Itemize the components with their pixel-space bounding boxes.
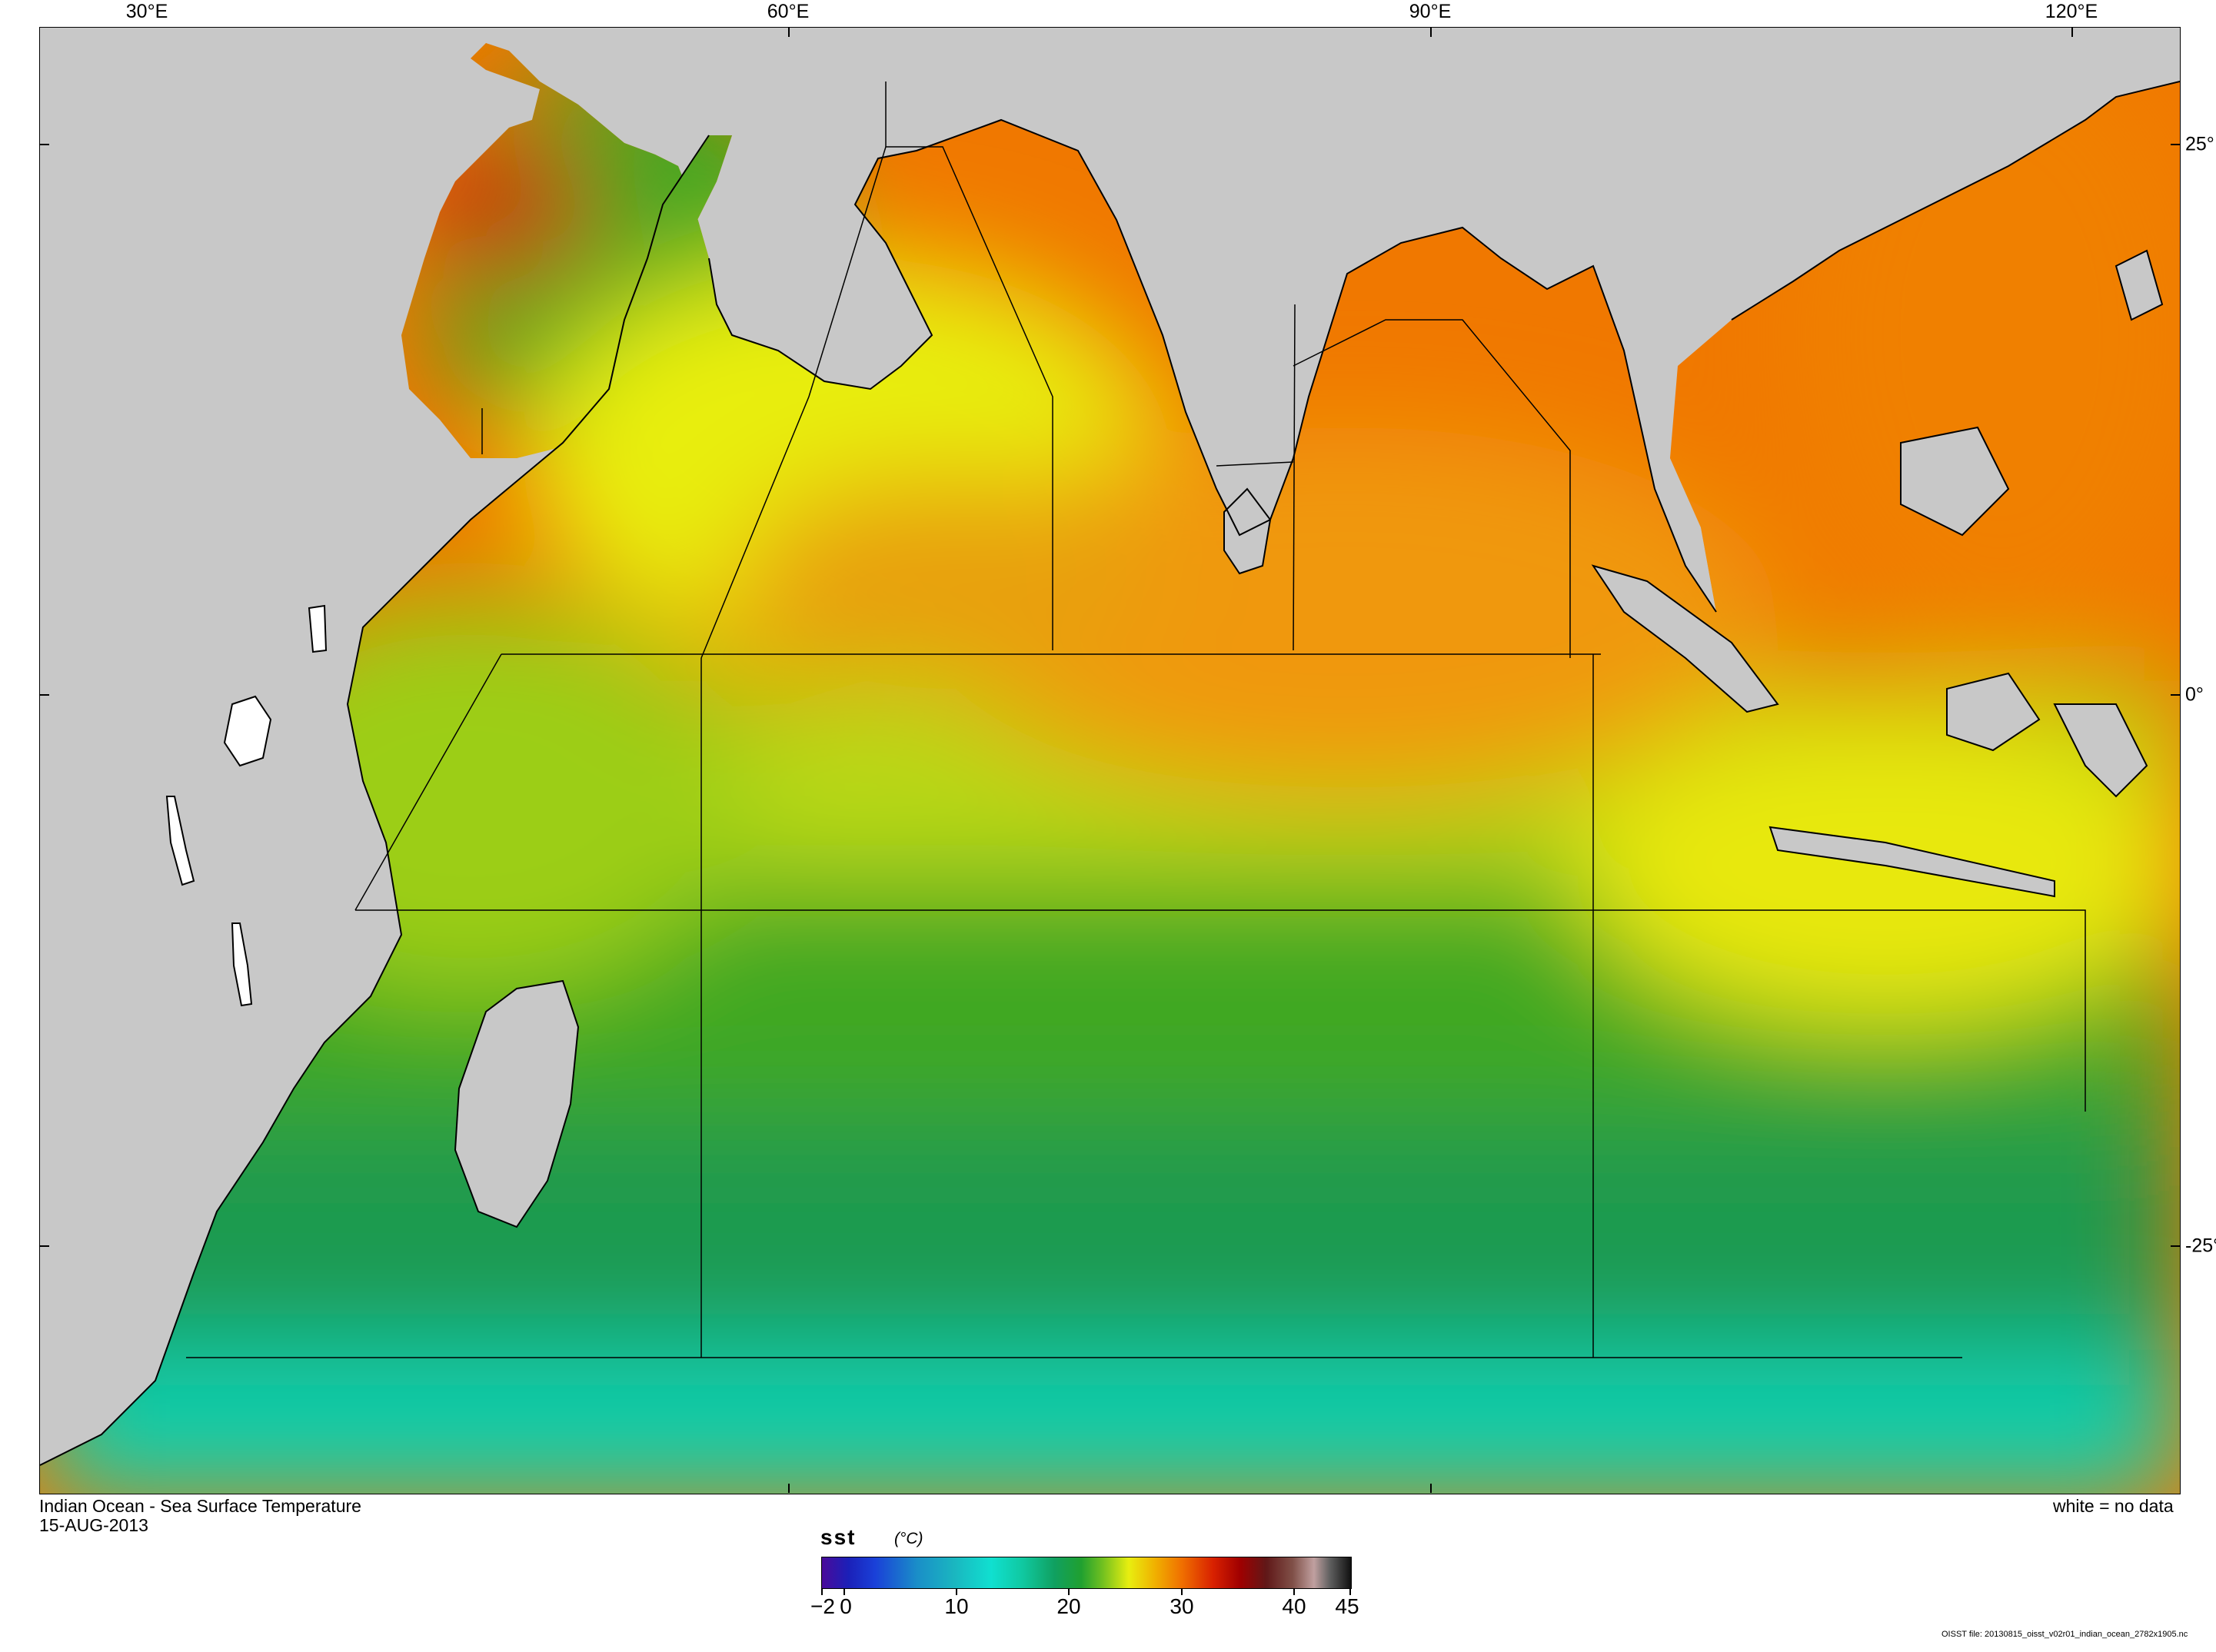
colorbar-label-40: 40 [1282,1594,1306,1618]
tick-mark-left-25s [40,1245,49,1247]
tick-mark-top-120e [2071,28,2073,37]
tick-mark-left-25n [40,144,49,145]
tick-mark-left-0 [40,694,49,696]
tick-mark-bottom-60e [788,1484,790,1493]
colorbar-label-45: 45 [1335,1594,1359,1618]
map-date: 15-AUG-2013 [39,1515,148,1535]
colorbar-tick [1068,1589,1070,1595]
colorbar-tick [1349,1589,1351,1595]
colorbar-label-neg2: −2 [810,1594,835,1618]
colorbar-label-10: 10 [944,1594,969,1618]
tick-mark-right-0 [2171,694,2180,696]
colorbar-tick [956,1589,957,1595]
colorbar-variable: sst [820,1525,857,1549]
latitude-label-25s: -25° [2185,1235,2216,1257]
map-title: Indian Ocean - Sea Surface Temperature [39,1496,361,1516]
colorbar-tick [821,1589,823,1595]
colorbar-label-0: 0 [840,1594,852,1618]
sst-map [39,27,2181,1494]
colorbar-tick [1293,1589,1295,1595]
colorbar-tick [843,1589,845,1595]
colorbar-label-30: 30 [1170,1594,1194,1618]
tick-mark-right-25n [2171,144,2180,145]
longitude-label-90e: 90°E [1409,1,1452,22]
longitude-label-30e: 30°E [125,1,168,22]
file-note: OISST file: 20130815_oisst_v02r01_indian… [1941,1630,2188,1639]
latitude-label-25n: 25° [2185,133,2214,155]
tick-mark-right-25s [2171,1245,2180,1247]
colorbar-unit: (°C) [894,1530,923,1547]
longitude-label-120e: 120°E [2045,1,2098,22]
tick-mark-top-60e [788,28,790,37]
tick-mark-top-90e [1430,28,1432,37]
no-data-note: white = no data [2053,1496,2174,1516]
tick-mark-bottom-90e [1430,1484,1432,1493]
longitude-label-60e: 60°E [767,1,810,22]
latitude-label-0: 0° [2185,683,2204,706]
colorbar-tick [1181,1589,1183,1595]
colorbar-label-20: 20 [1056,1594,1081,1618]
colorbar [821,1557,1352,1589]
